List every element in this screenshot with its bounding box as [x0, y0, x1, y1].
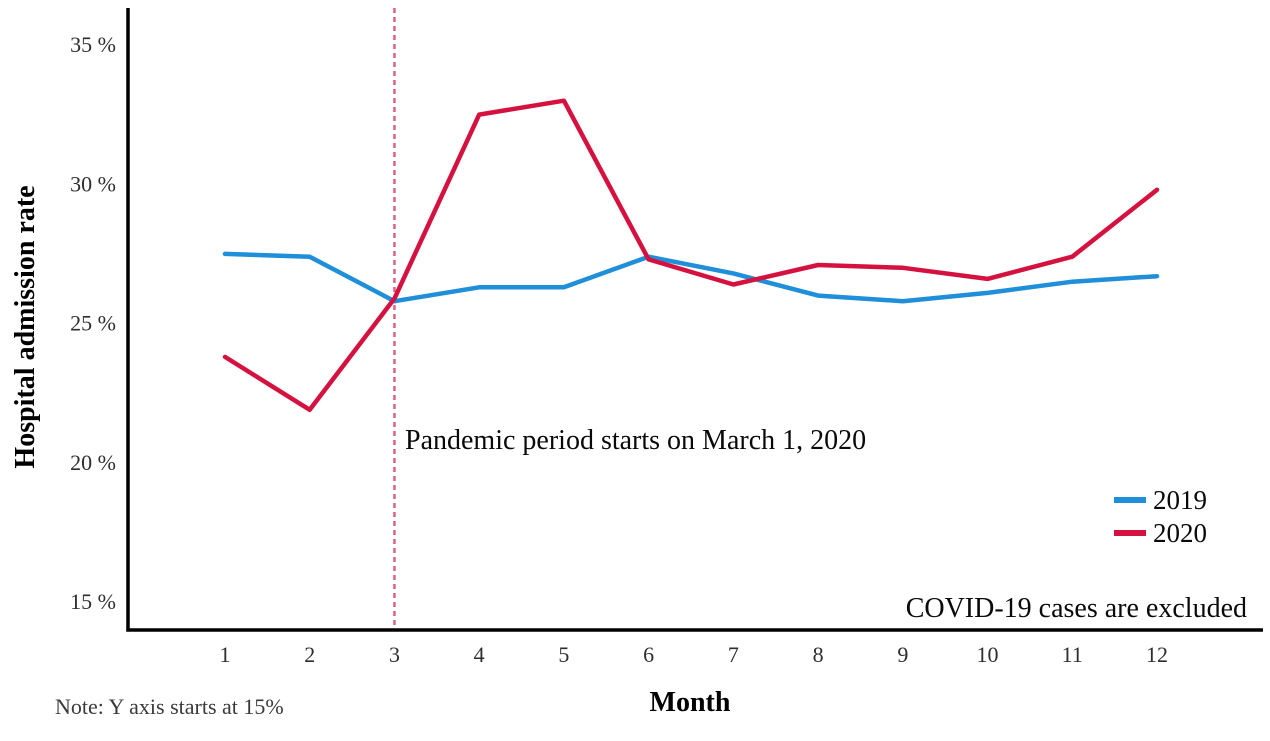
x-axis-tick-labels: 1 2 3 4 5 6 7 8 9 10 11 12: [220, 642, 1168, 667]
covid-exclusion-annotation: COVID-19 cases are excluded: [906, 593, 1247, 624]
y-tick-label: 25 %: [70, 311, 116, 336]
x-tick-label: 5: [558, 642, 569, 667]
x-axis-title: Month: [650, 687, 731, 718]
legend-item-2019: 2019: [1114, 485, 1207, 515]
legend-item-2020: 2020: [1114, 518, 1207, 548]
x-tick-label: 6: [643, 642, 654, 667]
y-tick-label: 35 %: [70, 32, 116, 57]
y-axis-tick-labels: 15 % 20 % 25 % 30 % 35 %: [70, 32, 116, 614]
series-line-2019: [222, 251, 1160, 304]
x-tick-label: 8: [813, 642, 824, 667]
x-tick-label: 10: [977, 642, 999, 667]
data-series-lines: [222, 98, 1160, 413]
y-tick-label: 20 %: [70, 450, 116, 475]
x-tick-label: 3: [389, 642, 400, 667]
x-tick-label: 11: [1062, 642, 1083, 667]
x-tick-label: 1: [220, 642, 231, 667]
legend: 2019 2020: [1114, 485, 1207, 548]
pandemic-annotation: Pandemic period starts on March 1, 2020: [405, 425, 866, 456]
x-tick-label: 12: [1146, 642, 1168, 667]
x-tick-label: 9: [897, 642, 908, 667]
x-tick-label: 2: [304, 642, 315, 667]
x-tick-label: 7: [728, 642, 739, 667]
x-tick-label: 4: [474, 642, 485, 667]
legend-label-2020: 2020: [1153, 518, 1207, 548]
y-axis-title: Hospital admission rate: [10, 185, 41, 468]
y-tick-label: 15 %: [70, 589, 116, 614]
yaxis-note: Note: Y axis starts at 15%: [55, 694, 284, 719]
series-line-2020: [222, 98, 1160, 413]
legend-label-2019: 2019: [1153, 485, 1207, 515]
y-tick-label: 30 %: [70, 171, 116, 196]
